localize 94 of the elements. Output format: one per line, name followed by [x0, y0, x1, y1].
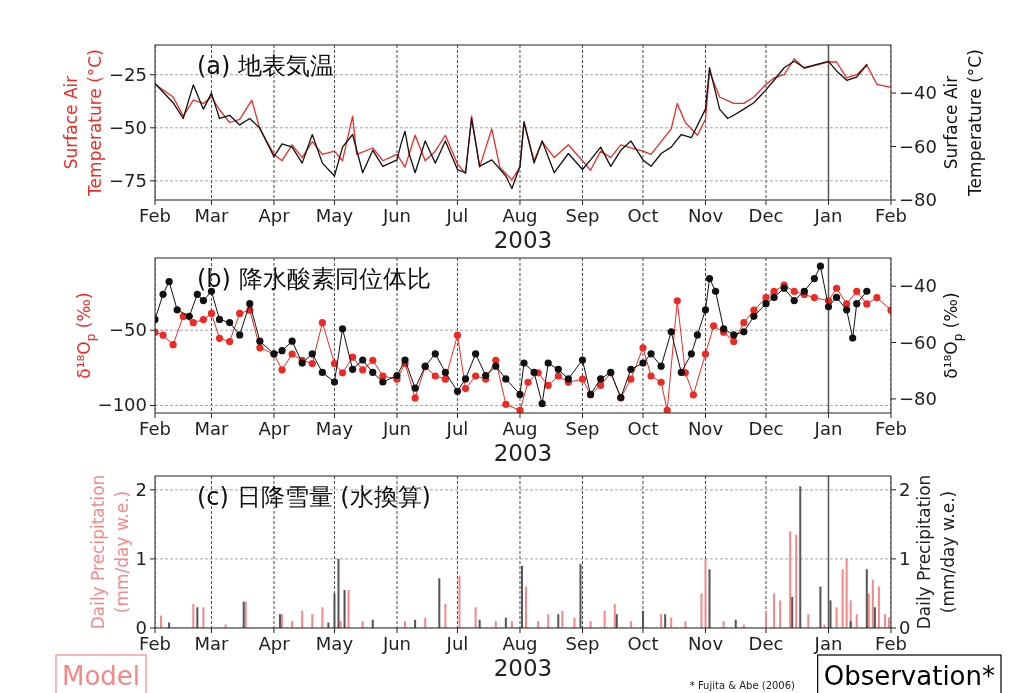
bar: [807, 614, 810, 628]
x-axis-title: 2003: [493, 655, 553, 681]
x-tick-label: Oct: [627, 633, 659, 654]
y-axis-title: Daily Precipitation (mm/day w.e.): [87, 474, 132, 630]
bar: [603, 610, 606, 628]
x-tick-label: Sep: [565, 205, 600, 226]
x-tick-label: May: [315, 205, 354, 226]
x-tick-label: Feb: [875, 418, 907, 439]
bar: [865, 569, 868, 628]
y2-tick-label: 2: [899, 478, 911, 500]
x-tick-label: Jun: [381, 205, 412, 226]
bar: [819, 586, 822, 628]
x-tick-label: Feb: [139, 418, 171, 439]
x-tick-label: Sep: [565, 633, 600, 654]
bar: [871, 579, 874, 628]
bar: [458, 576, 461, 628]
x-tick-label: Jun: [381, 418, 412, 439]
x-tick-label: Jun: [381, 633, 412, 654]
y-tick-label: −50: [109, 319, 147, 341]
y2-tick-label: −80: [899, 387, 937, 409]
y-tick-label: 1: [135, 547, 147, 569]
x-tick-label: Feb: [139, 205, 171, 226]
x-tick-label: Mar: [194, 205, 230, 226]
x-tick-label: Mar: [194, 633, 230, 654]
x-tick-label: Aug: [502, 418, 538, 439]
bar: [579, 563, 582, 628]
series-label: Observation*: [823, 661, 995, 691]
x-tick-label: Nov: [687, 418, 724, 439]
x-tick-label: Jan: [813, 633, 843, 654]
bar: [845, 558, 848, 628]
bar: [855, 614, 858, 628]
bar: [438, 578, 441, 628]
bar: [641, 610, 644, 628]
y2-tick-label: −60: [899, 331, 937, 353]
bar: [789, 531, 792, 628]
bar: [841, 569, 844, 628]
bar: [337, 558, 340, 628]
bar: [474, 607, 477, 628]
chart-title: (b) 降水酸素同位体比: [197, 265, 431, 293]
x-tick-label: Dec: [748, 633, 784, 654]
bar: [444, 603, 447, 628]
bar: [547, 614, 550, 628]
x-tick-label: Oct: [627, 418, 659, 439]
y2-axis-title: Daily Precipitation (mm/day w.e.): [914, 474, 959, 630]
x-tick-label: May: [315, 633, 354, 654]
y-tick-label: −100: [97, 394, 147, 416]
x-tick-label: Jul: [445, 633, 469, 654]
y2-tick-label: 1: [899, 547, 911, 569]
x-tick-label: Jan: [813, 205, 843, 226]
x-tick-label: Aug: [502, 205, 538, 226]
chart-title: (c) 日降雪量 (水換算): [197, 483, 431, 511]
y2-axis-title: Surface Air Temperature (°C): [941, 49, 985, 197]
bar: [333, 593, 336, 628]
bar: [301, 610, 304, 628]
bar: [613, 603, 616, 628]
x-tick-label: Mar: [194, 418, 230, 439]
y2-tick-label: −60: [899, 135, 937, 157]
x-tick-label: Jul: [445, 205, 469, 226]
x-tick-label: Apr: [258, 418, 291, 439]
x-tick-label: Jan: [813, 418, 843, 439]
y-tick-label: −75: [109, 169, 147, 191]
x-tick-label: Nov: [687, 633, 724, 654]
y-tick-label: −25: [109, 63, 147, 85]
x-tick-label: Jul: [445, 418, 469, 439]
x-tick-label: May: [315, 418, 354, 439]
x-tick-label: Apr: [258, 633, 291, 654]
bar: [311, 614, 314, 628]
y2-tick-label: −40: [899, 275, 937, 297]
x-tick-label: Dec: [748, 418, 784, 439]
bar: [835, 607, 838, 628]
bar: [168, 622, 171, 628]
series-label: Model: [62, 661, 141, 691]
bar: [764, 610, 767, 628]
bar: [779, 600, 782, 628]
x-tick-label: Nov: [687, 205, 724, 226]
bar: [321, 607, 324, 628]
x-axis-title: 2003: [493, 227, 553, 253]
chart-title: (a) 地表気温: [197, 52, 335, 80]
x-tick-label: Apr: [258, 205, 291, 226]
x-tick-label: Aug: [502, 633, 538, 654]
bar: [883, 614, 886, 628]
bar: [327, 622, 330, 628]
x-tick-label: Oct: [627, 205, 659, 226]
bar: [773, 593, 776, 628]
text: * Fujita & Abe (2006): [689, 680, 796, 691]
x-axis-title: 2003: [493, 440, 553, 466]
y2-tick-label: −40: [899, 82, 937, 104]
x-tick-label: Dec: [748, 205, 784, 226]
x-tick-label: Sep: [565, 418, 600, 439]
y-axis-title: Surface Air Temperature (°C): [61, 49, 105, 197]
bar: [700, 593, 703, 628]
y-tick-label: −50: [109, 116, 147, 138]
y-tick-label: 2: [135, 478, 147, 500]
bar: [202, 607, 205, 628]
